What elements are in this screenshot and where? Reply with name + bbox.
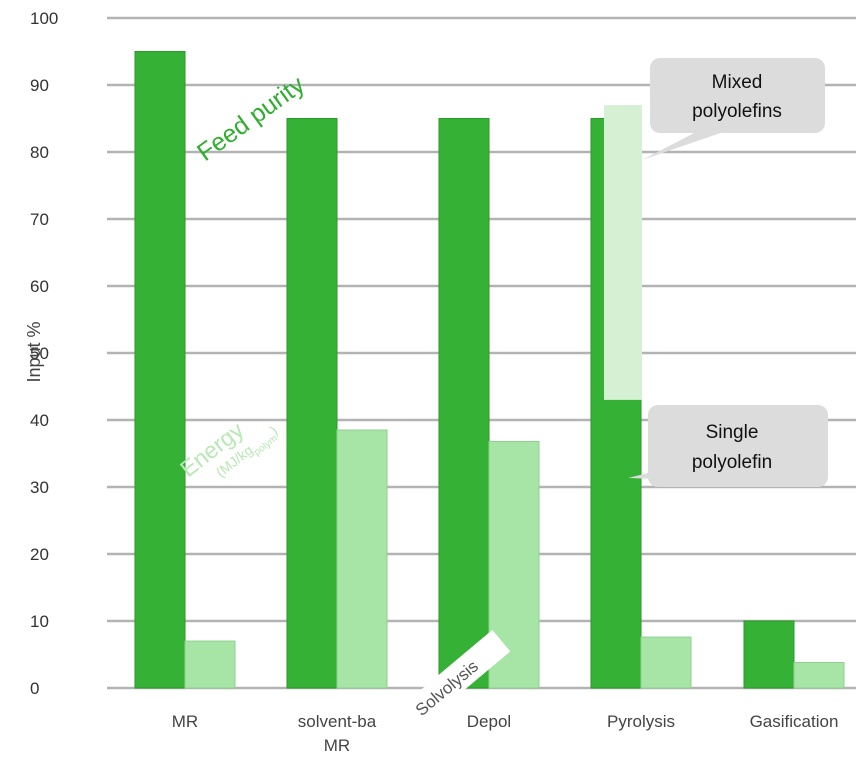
y-tick-label: 30 [30,478,49,497]
mixed-callout-box [650,58,825,133]
solvolysis-tag-background [401,629,511,728]
single-callout-line1: Single [706,422,759,443]
y-tick-label: 40 [30,411,49,430]
single-callout-line2: polyolefin [692,452,772,473]
x-tick-label: MR [172,712,198,731]
energy-bar [336,429,388,689]
feed-purity-bar [743,620,795,689]
mixed-callout-pointer [642,128,735,160]
mixed-callout-line1: Mixed [712,72,763,93]
y-tick-label: 100 [30,9,58,28]
y-axis-label: Input % [24,321,44,382]
feed-purity-bar [134,51,186,689]
feed-purity-bar [438,118,490,689]
y-tick-label: 70 [30,210,49,229]
energy-bar [640,636,692,689]
single-polyolefin-callout: Single polyolefin [628,405,828,487]
y-tick-label: 20 [30,545,49,564]
x-tick-label: solvent-ba [298,712,377,731]
y-tick-label: 90 [30,76,49,95]
mixed-polyolefin-range [604,105,642,400]
x-tick-label: MR [324,736,350,755]
feed-purity-bar [286,118,338,689]
y-tick-label: 0 [30,679,39,698]
mixed-polyolefins-callout: Mixed polyolefins [642,58,825,160]
y-tick-label: 50 [30,344,49,363]
y-tick-label: 60 [30,277,49,296]
energy-label: Energy (MJ/kgpolym) [175,416,280,482]
y-tick-label: 80 [30,143,49,162]
energy-bar [184,640,236,689]
single-callout-box [648,405,828,487]
x-tick-label: Depol [467,712,511,731]
x-tick-label: Pyrolysis [607,712,675,731]
mixed-callout-line2: polyolefins [692,101,782,122]
energy-bar [793,662,845,689]
x-tick-label: Gasification [750,712,839,731]
y-tick-label: 10 [30,612,49,631]
